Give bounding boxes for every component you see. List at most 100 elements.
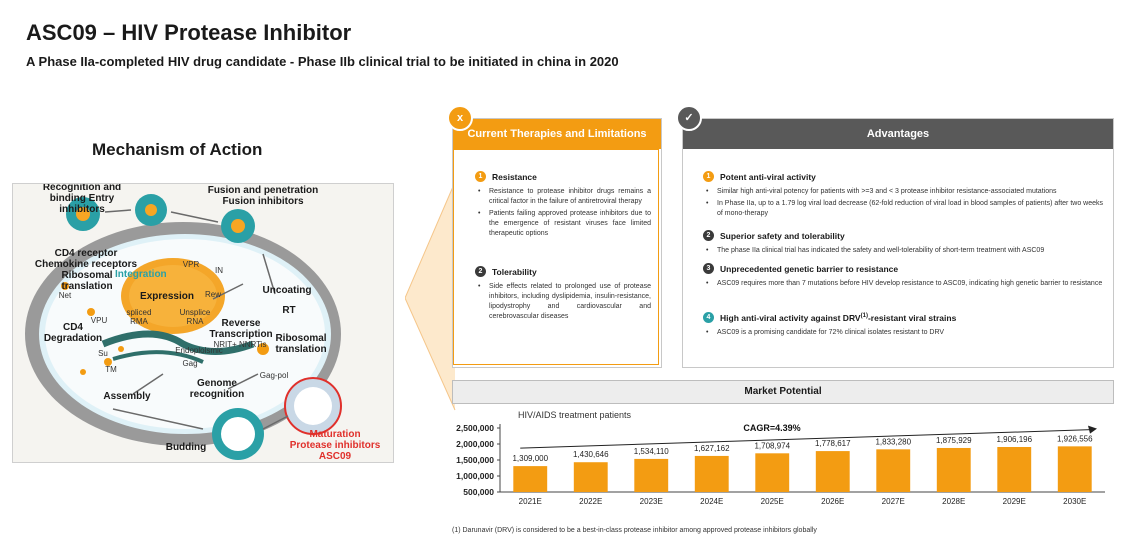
- bar-value-label: 1,875,929: [936, 436, 972, 445]
- moa-in-label: IN: [215, 266, 223, 275]
- bullet-text: ASC09 is a promising candidate for 72% c…: [703, 328, 1103, 338]
- bullet-text: ASC09 requires more than 7 mutations bef…: [703, 279, 1103, 289]
- section-title: Resistance: [492, 171, 537, 182]
- advantages-header: Advantages: [683, 119, 1113, 149]
- x-tick-label: 2025E: [761, 497, 784, 506]
- moa-uncoating-label: Uncoating: [262, 285, 312, 296]
- moa-gag-pol-label: Gag-pol: [259, 371, 289, 380]
- section-number: 3: [703, 263, 714, 274]
- x-tick-label: 2021E: [519, 497, 542, 506]
- bar-value-label: 1,833,280: [875, 437, 911, 446]
- section-number: 2: [703, 230, 714, 241]
- moa-ribosomal-left-label: Ribosomal translation: [61, 270, 113, 292]
- page-subtitle: A Phase IIa-completed HIV drug candidate…: [26, 54, 619, 69]
- section-title: Potent anti-viral activity: [720, 171, 816, 182]
- therapy-section-tolerability: 2 Tolerability Side effects related to p…: [475, 266, 651, 324]
- x-tick-label: 2029E: [1003, 497, 1026, 506]
- moa-net-label: Net: [58, 291, 72, 300]
- advantage-section-safety: 2 Superior safety and tolerability The p…: [703, 230, 1103, 258]
- x-tick-label: 2030E: [1063, 497, 1086, 506]
- moa-cd4-degradation-label: CD4 Degradation: [43, 322, 103, 344]
- bar: [634, 458, 669, 492]
- bar: [513, 466, 548, 492]
- moa-reverse-transcription-label: Reverse Transcription: [209, 318, 273, 340]
- bar-value-label: 1,309,000: [512, 454, 548, 463]
- moa-maturation-label: Maturation Protease inhibitors ASC09: [289, 429, 381, 462]
- advantage-section-drv: 4 High anti-viral activity against DRV(1…: [703, 312, 1103, 340]
- bullet-text: In Phase IIa, up to a 1.79 log viral loa…: [703, 199, 1103, 219]
- x-tick-label: 2027E: [882, 497, 905, 506]
- cagr-annotation: CAGR=4.39%: [743, 423, 800, 433]
- moa-ribosomal-right-label: Ribosomal translation: [275, 333, 327, 355]
- x-tick-label: 2023E: [640, 497, 663, 506]
- bar: [936, 447, 971, 492]
- bar-value-label: 1,627,162: [694, 444, 730, 453]
- y-tick-label: 500,000: [463, 487, 494, 497]
- bar-value-label: 1,926,556: [1057, 434, 1093, 443]
- bar-value-label: 1,430,646: [573, 450, 609, 459]
- advantages-panel: Advantages 1 Potent anti-viral activity …: [682, 118, 1114, 368]
- section-title: Superior safety and tolerability: [720, 230, 845, 241]
- current-therapies-panel: Current Therapies and Limitations 1 Resi…: [452, 118, 662, 368]
- section-title: Unprecedented genetic barrier to resista…: [720, 263, 899, 274]
- funnel-connector: [405, 181, 456, 411]
- check-icon: ✓: [676, 105, 702, 131]
- therapy-section-resistance: 1 Resistance Resistance to protease inhi…: [475, 171, 651, 241]
- section-title: Tolerability: [492, 266, 537, 277]
- bar: [815, 451, 850, 492]
- section-number: 4: [703, 312, 714, 323]
- y-tick-label: 2,000,000: [456, 439, 494, 449]
- y-tick-label: 2,500,000: [456, 423, 494, 433]
- x-tick-label: 2022E: [579, 497, 602, 506]
- x-icon: x: [447, 105, 473, 131]
- section-number: 1: [475, 171, 486, 182]
- moa-tm-label: TM: [105, 365, 117, 374]
- moa-assembly-label: Assembly: [103, 391, 151, 402]
- bullet-text: The phase IIa clinical trial has indicat…: [703, 246, 1103, 256]
- moa-cd4-receptor-label: CD4 receptor Chemokine receptors: [34, 248, 138, 270]
- cagr-arrow-line: [520, 429, 1092, 449]
- moa-title: Mechanism of Action: [92, 140, 263, 159]
- moa-su-label: Su: [98, 349, 108, 358]
- moa-gag-label: Gag: [182, 359, 198, 368]
- chart-subtitle: HIV/AIDS treatment patients: [518, 410, 632, 420]
- moa-rew-label: Rew: [204, 290, 221, 299]
- moa-endoplasmic-label: Endoplolsmic: [175, 346, 223, 355]
- moa-vpu-label: VPU: [90, 316, 108, 325]
- bar: [755, 453, 790, 492]
- moa-expression-label: Expression: [140, 291, 194, 302]
- x-tick-label: 2024E: [700, 497, 723, 506]
- bar-value-label: 1,708,974: [754, 441, 790, 450]
- moa-genome-label: Genome recognition: [189, 378, 245, 400]
- market-potential-header: Market Potential: [452, 380, 1114, 404]
- bullet-text: Patients failing approved protease inhib…: [475, 209, 651, 239]
- y-tick-label: 1,500,000: [456, 455, 494, 465]
- bar-value-label: 1,534,110: [634, 447, 670, 456]
- footnote: (1) Darunavir (DRV) is considered to be …: [452, 527, 817, 534]
- y-tick-label: 1,000,000: [456, 471, 494, 481]
- moa-integration-label: Integration: [115, 269, 167, 280]
- moa-vpr-label: VPR: [182, 260, 200, 269]
- moa-recognition-label: Recognition and binding Entry inhibitors: [42, 183, 122, 215]
- current-therapies-header: Current Therapies and Limitations: [453, 119, 661, 149]
- section-title: High anti-viral activity against DRV(1)-…: [720, 312, 957, 323]
- x-tick-label: 2026E: [821, 497, 844, 506]
- moa-spliced-rna-label: spliced RMA: [126, 308, 152, 326]
- bar: [573, 462, 608, 492]
- advantage-section-potency: 1 Potent anti-viral activity Similar hig…: [703, 171, 1103, 221]
- section-number: 2: [475, 266, 486, 277]
- x-tick-label: 2028E: [942, 497, 965, 506]
- advantage-section-barrier: 3 Unprecedented genetic barrier to resis…: [703, 263, 1103, 291]
- moa-budding-label: Budding: [165, 442, 207, 453]
- moa-illustration: [25, 194, 342, 460]
- section-number: 1: [703, 171, 714, 182]
- moa-diagram: Recognition and binding Entry inhibitors…: [12, 183, 394, 463]
- bar-value-label: 1,906,196: [996, 435, 1032, 444]
- bar: [876, 449, 911, 492]
- bar: [694, 455, 729, 492]
- moa-unsplice-rna-label: Unsplice RNA: [179, 308, 211, 326]
- bullet-text: Resistance to protease inhibitor drugs r…: [475, 187, 651, 207]
- bar: [1057, 446, 1092, 492]
- moa-nrti-label: NRIT+ NNRTis: [213, 340, 267, 349]
- moa-rt-label: RT: [282, 305, 296, 316]
